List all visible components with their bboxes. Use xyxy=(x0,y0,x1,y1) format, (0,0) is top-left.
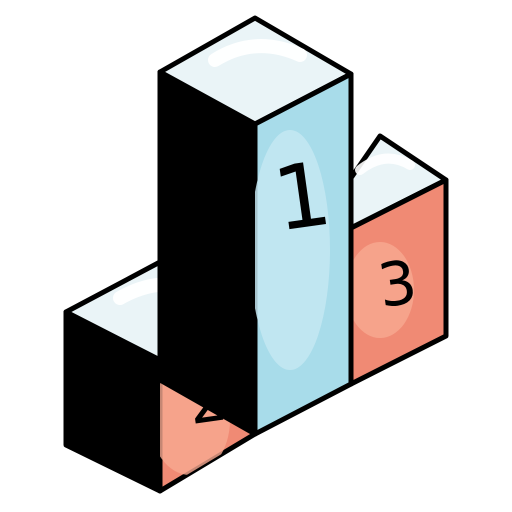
first-place-side xyxy=(157,69,258,437)
first-place-block: 1 xyxy=(157,15,354,437)
third-place-block: 3 xyxy=(348,133,449,387)
